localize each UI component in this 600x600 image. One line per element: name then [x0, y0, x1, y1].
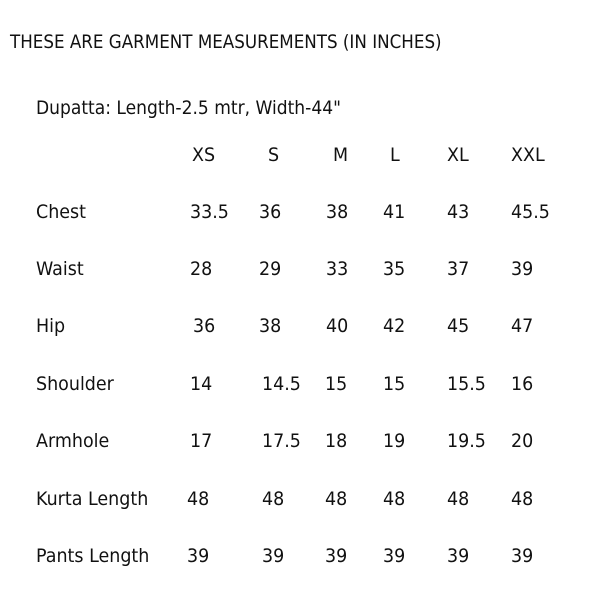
table-cell: 19 [383, 430, 406, 452]
table-cell: 39 [187, 545, 210, 567]
table-cell: 15.5 [447, 373, 486, 395]
table-cell: 39 [511, 258, 534, 280]
table-cell: 40 [326, 315, 349, 337]
row-label: Chest [36, 201, 87, 223]
table-cell: 33.5 [190, 201, 229, 223]
table-cell: 48 [511, 488, 534, 510]
row-label: Pants Length [36, 545, 150, 567]
column-header-xxl: XXL [511, 144, 545, 166]
table-cell: 15 [325, 373, 348, 395]
dupatta-note: Dupatta: Length-2.5 mtr, Width-44" [36, 97, 341, 119]
table-cell: 17 [190, 430, 213, 452]
table-cell: 39 [447, 545, 470, 567]
table-cell: 41 [383, 201, 406, 223]
table-cell: 42 [383, 315, 406, 337]
table-cell: 38 [326, 201, 349, 223]
table-cell: 15 [383, 373, 406, 395]
table-cell: 35 [383, 258, 406, 280]
table-cell: 48 [187, 488, 210, 510]
table-cell: 29 [259, 258, 282, 280]
table-cell: 39 [325, 545, 348, 567]
table-cell: 33 [326, 258, 349, 280]
table-cell: 48 [325, 488, 348, 510]
table-cell: 17.5 [262, 430, 301, 452]
column-header-xl: XL [447, 144, 469, 166]
table-cell: 48 [383, 488, 406, 510]
table-cell: 18 [325, 430, 348, 452]
table-cell: 16 [511, 373, 534, 395]
row-label: Shoulder [36, 373, 114, 395]
table-cell: 19.5 [447, 430, 486, 452]
table-cell: 48 [447, 488, 470, 510]
column-header-m: M [333, 144, 349, 166]
page-title: THESE ARE GARMENT MEASUREMENTS (IN INCHE… [10, 31, 442, 53]
row-label: Kurta Length [36, 488, 149, 510]
row-label: Waist [36, 258, 84, 280]
table-cell: 39 [383, 545, 406, 567]
table-cell: 48 [262, 488, 285, 510]
row-label: Hip [36, 315, 66, 337]
table-cell: 43 [447, 201, 470, 223]
table-cell: 28 [190, 258, 213, 280]
table-cell: 39 [262, 545, 285, 567]
table-cell: 14.5 [262, 373, 301, 395]
table-cell: 20 [511, 430, 534, 452]
table-cell: 38 [259, 315, 282, 337]
column-header-xs: XS [192, 144, 216, 166]
column-header-s: S [268, 144, 280, 166]
column-header-l: L [390, 144, 400, 166]
table-cell: 45.5 [511, 201, 550, 223]
table-cell: 45 [447, 315, 470, 337]
table-cell: 14 [190, 373, 213, 395]
table-cell: 47 [511, 315, 534, 337]
table-cell: 37 [447, 258, 470, 280]
table-cell: 36 [259, 201, 282, 223]
table-cell: 39 [511, 545, 534, 567]
row-label: Armhole [36, 430, 110, 452]
table-cell: 36 [193, 315, 216, 337]
